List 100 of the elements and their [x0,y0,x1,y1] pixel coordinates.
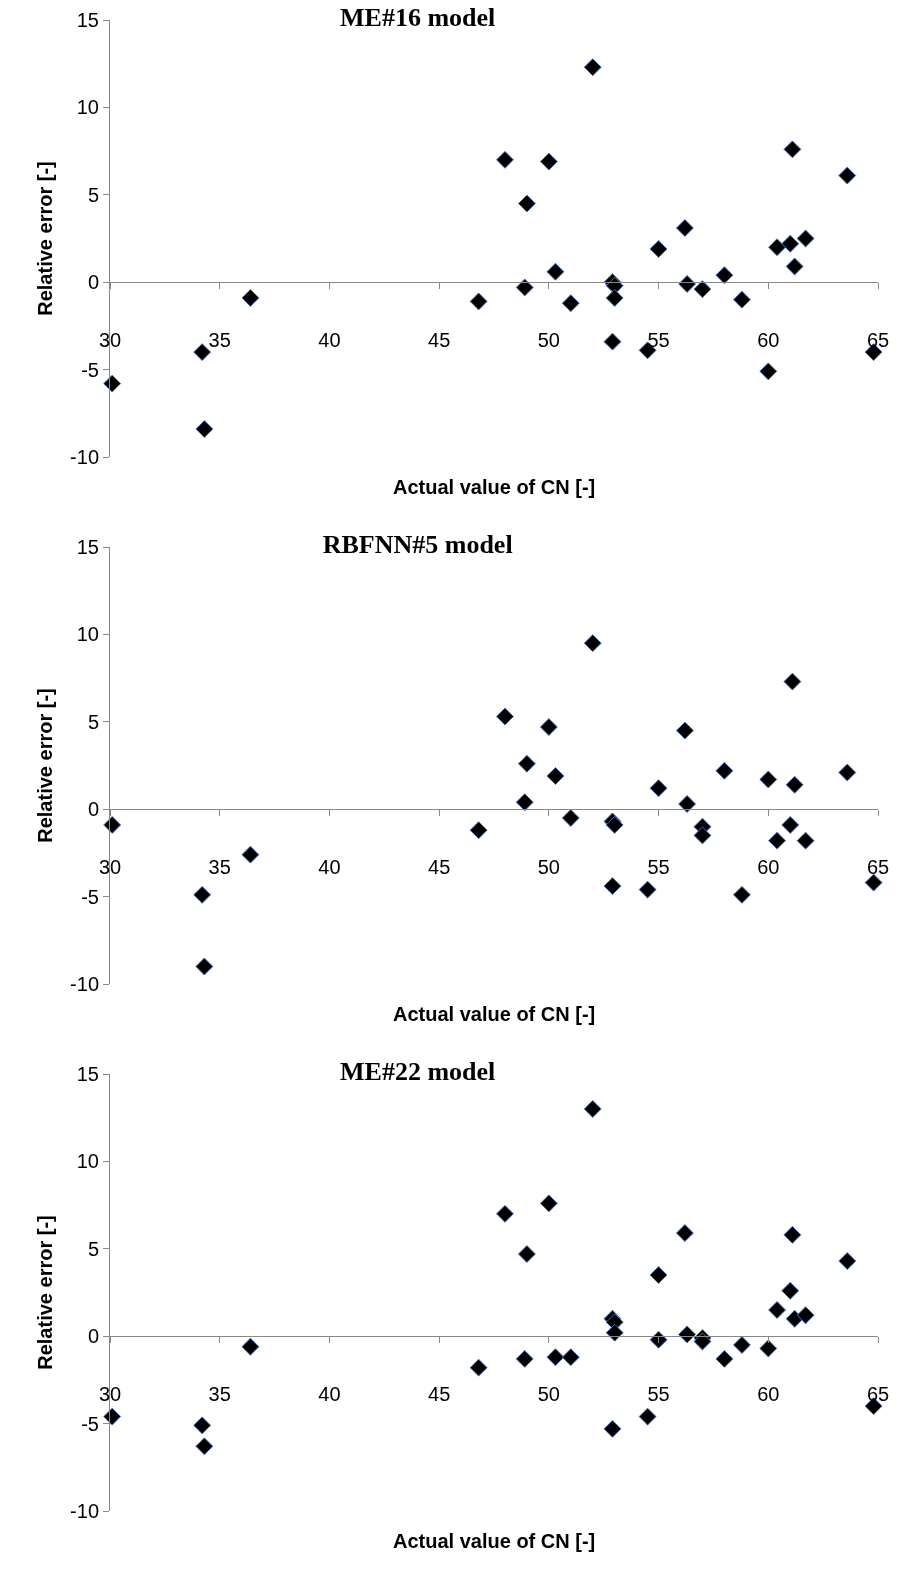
point [781,234,800,253]
point [583,58,602,77]
x-tick-label: 30 [98,1383,122,1406]
point [193,1416,212,1435]
point [561,808,580,827]
point [546,1348,565,1367]
point [539,718,558,736]
point [583,1100,602,1118]
point [539,1194,558,1213]
x-tick-label: 50 [537,856,560,879]
x-tick-label: 50 [537,329,560,352]
point [496,707,514,726]
y-tick-label: 0 [87,798,99,821]
point [768,238,787,257]
point [768,1301,787,1319]
x-tick-label: 55 [647,1383,670,1406]
y-tick-label: -5 [81,358,99,381]
point [785,257,804,276]
x-tick-label: 40 [318,856,341,879]
point [605,1323,624,1342]
point [241,1337,260,1356]
point [496,150,514,169]
point [195,957,214,976]
point [469,292,488,311]
point [515,1349,534,1368]
point [675,219,694,237]
point [785,775,804,794]
point [678,1325,697,1344]
point [733,290,751,309]
point [783,1225,802,1244]
point [469,821,488,840]
y-tick-label: 15 [76,9,99,31]
y-tick-label: 10 [76,96,99,119]
y-axis-title: Relative error [-] [33,161,56,316]
y-tick-label: 15 [76,536,99,558]
x-tick-label: 65 [866,329,890,352]
x-tick-label: 45 [428,329,451,352]
x-tick-label: 65 [866,1383,890,1406]
point [496,1204,514,1223]
point [638,880,657,899]
x-axis-title: Actual value of CN [-] [393,1003,596,1025]
chart-title: ME#16 model [340,3,496,33]
point [195,1437,214,1456]
point [517,754,536,773]
point [796,831,815,850]
x-tick-label: 35 [208,856,231,879]
x-tick-label: 60 [757,1383,780,1406]
point [864,873,883,892]
y-axis-title: Relative error [-] [33,688,56,843]
point [103,374,122,393]
x-tick-label: 35 [208,1383,231,1406]
point [515,278,534,297]
point [796,229,815,248]
point [675,721,694,740]
y-tick-label: 5 [87,1237,99,1260]
x-tick-label: 55 [647,329,670,352]
point [546,262,565,281]
point [241,288,260,307]
y-tick-label: 10 [76,623,99,646]
y-tick-label: 10 [76,1150,99,1173]
point [678,795,697,813]
point [517,1245,536,1263]
x-tick-label: 45 [428,1383,451,1406]
point [759,770,778,789]
x-tick-label: 40 [318,1383,341,1406]
y-tick-label: -5 [81,885,99,908]
point [838,1252,857,1270]
y-tick-label: -5 [81,1412,99,1435]
y-tick-label: -10 [70,1500,99,1522]
y-tick-label: 5 [87,183,99,206]
x-tick-label: 40 [318,329,341,352]
x-tick-label: 30 [98,856,122,879]
point [603,1419,622,1438]
point [561,294,580,313]
point [603,877,622,896]
y-tick-label: 0 [87,271,99,294]
point [638,1407,657,1426]
y-axis-title: Relative error [-] [33,1215,56,1370]
point [733,885,751,904]
point [781,1281,800,1300]
point [768,831,787,850]
point [546,767,565,785]
point [796,1306,815,1325]
x-tick-label: 60 [757,329,780,352]
point [733,1335,751,1354]
point [583,634,602,653]
point [605,288,624,307]
point [838,763,857,782]
point [103,1407,122,1426]
point [193,885,212,904]
point [781,815,800,834]
point [759,1339,778,1358]
x-tick-label: 50 [537,1383,560,1406]
point [759,362,778,381]
x-tick-label: 65 [866,856,890,879]
point [715,1349,734,1368]
point [693,826,712,845]
point [515,793,534,812]
point [649,240,668,258]
point [103,815,122,834]
